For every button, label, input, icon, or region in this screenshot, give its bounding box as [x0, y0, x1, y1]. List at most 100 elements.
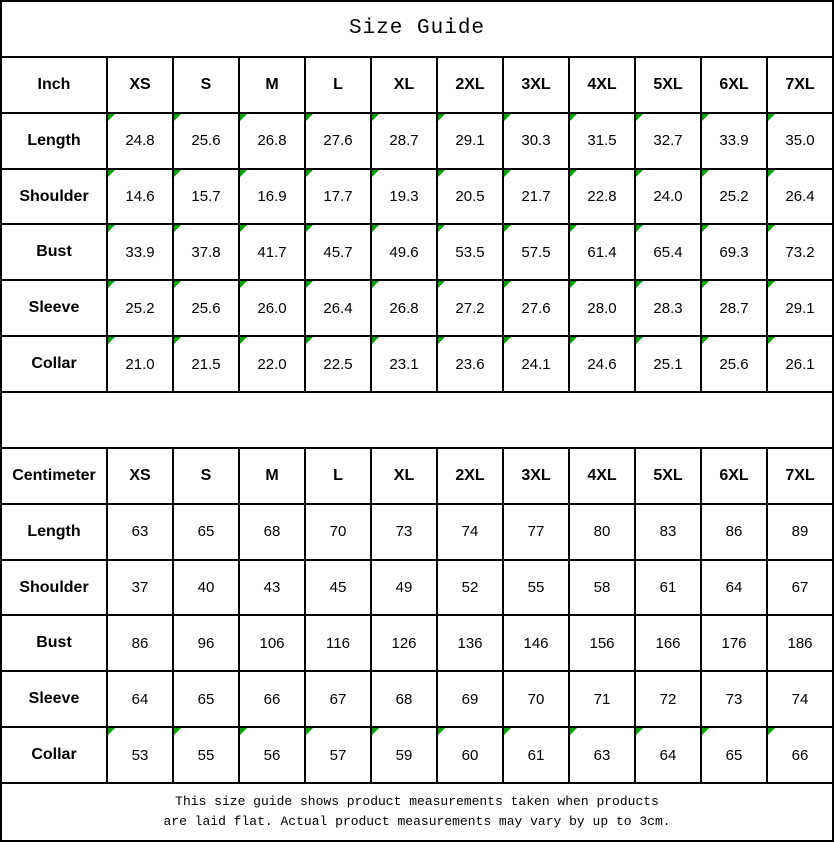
size-value-cell: 69.3 [700, 223, 768, 282]
size-header-cell: 3XL [502, 446, 570, 505]
size-value-cell: 27.6 [304, 111, 372, 170]
size-value-cell: 28.7 [370, 111, 438, 170]
size-value-cell: 24.6 [568, 335, 636, 394]
size-header-cell: XS [106, 446, 174, 505]
size-value-cell: 57 [304, 726, 372, 785]
size-value-cell: 27.2 [436, 279, 504, 338]
row-label-cell: Sleeve [0, 279, 108, 338]
size-value-cell: 49.6 [370, 223, 438, 282]
size-value-cell: 65 [700, 726, 768, 785]
size-value-cell: 20.5 [436, 167, 504, 226]
size-value-cell: 83 [634, 502, 702, 561]
unit-header-cell: Centimeter [0, 446, 108, 505]
size-value-cell: 74 [765, 670, 834, 729]
size-value-cell: 27.6 [502, 279, 570, 338]
size-value-cell: 14.6 [106, 167, 174, 226]
size-value-cell: 66 [238, 670, 306, 729]
size-header-cell: S [172, 446, 240, 505]
inch-table-section: Inch XS S M L XL 2XL 3XL 4XL 5XL 6XL 7XL Length 24.8 2… [0, 55, 834, 394]
size-value-cell: 25.1 [634, 335, 702, 394]
size-value-cell: 32.7 [634, 111, 702, 170]
size-value-cell: 67 [304, 670, 372, 729]
size-value-cell: 37 [106, 558, 174, 617]
row-label-cell: Length [0, 111, 108, 170]
size-value-cell: 65.4 [634, 223, 702, 282]
size-value-cell: 86 [700, 502, 768, 561]
size-value-cell: 72 [634, 670, 702, 729]
table-row: Bust 86 96 106 116 126 136 146 156 166 176 186 [0, 614, 834, 673]
size-value-cell: 30.3 [502, 111, 570, 170]
size-header-cell: L [304, 55, 372, 114]
size-value-cell: 26.0 [238, 279, 306, 338]
size-header-cell: 5XL [634, 446, 702, 505]
row-label-cell: Shoulder [0, 558, 108, 617]
size-header-cell: 6XL [700, 55, 768, 114]
size-value-cell: 25.2 [106, 279, 174, 338]
size-value-cell: 15.7 [172, 167, 240, 226]
size-value-cell: 52 [436, 558, 504, 617]
size-value-cell: 22.0 [238, 335, 306, 394]
size-value-cell: 21.5 [172, 335, 240, 394]
size-value-cell: 45 [304, 558, 372, 617]
row-label-cell: Sleeve [0, 670, 108, 729]
page-title: Size Guide [0, 0, 834, 58]
table-row: Bust 33.9 37.8 41.7 45.7 49.6 53.5 57.5 61.4 65.4… [0, 223, 834, 282]
size-value-cell: 25.6 [700, 335, 768, 394]
size-value-cell: 176 [700, 614, 768, 673]
footer-note: This size guide shows product measuremen… [0, 782, 834, 842]
size-header-cell: XS [106, 55, 174, 114]
size-value-cell: 63 [106, 502, 174, 561]
size-value-cell: 25.6 [172, 279, 240, 338]
centimeter-table-section: Centimeter XS S M L XL 2XL 3XL 4XL 5XL 6XL 7XL Lengt… [0, 446, 834, 785]
row-label-cell: Collar [0, 726, 108, 785]
size-header-cell: XL [370, 446, 438, 505]
size-value-cell: 61 [634, 558, 702, 617]
table-row: Collar 53 55 56 57 59 60 61 63 64 65 66 [0, 726, 834, 785]
size-header-cell: 2XL [436, 55, 504, 114]
size-value-cell: 22.5 [304, 335, 372, 394]
size-value-cell: 55 [502, 558, 570, 617]
size-value-cell: 60 [436, 726, 504, 785]
size-header-row: Inch XS S M L XL 2XL 3XL 4XL 5XL 6XL 7XL [0, 55, 834, 114]
size-value-cell: 106 [238, 614, 306, 673]
size-value-cell: 57.5 [502, 223, 570, 282]
size-value-cell: 73 [700, 670, 768, 729]
size-value-cell: 74 [436, 502, 504, 561]
size-value-cell: 26.4 [765, 167, 834, 226]
table-row: Sleeve 25.2 25.6 26.0 26.4 26.8 27.2 27.6 28.0 28… [0, 279, 834, 338]
size-value-cell: 56 [238, 726, 306, 785]
size-value-cell: 26.8 [370, 279, 438, 338]
size-value-cell: 66 [765, 726, 834, 785]
row-label-cell: Bust [0, 223, 108, 282]
size-header-cell: 4XL [568, 55, 636, 114]
size-value-cell: 29.1 [765, 279, 834, 338]
size-header-cell: S [172, 55, 240, 114]
size-value-cell: 33.9 [700, 111, 768, 170]
size-value-cell: 146 [502, 614, 570, 673]
size-value-cell: 65 [172, 670, 240, 729]
size-header-cell: 2XL [436, 446, 504, 505]
size-value-cell: 96 [172, 614, 240, 673]
size-header-cell: 5XL [634, 55, 702, 114]
footer-note-line2: are laid flat. Actual product measuremen… [163, 814, 671, 830]
size-value-cell: 33.9 [106, 223, 174, 282]
size-value-cell: 23.6 [436, 335, 504, 394]
size-value-cell: 19.3 [370, 167, 438, 226]
table-row: Shoulder 37 40 43 45 49 52 55 58 61 64 67 [0, 558, 834, 617]
size-header-cell: M [238, 446, 306, 505]
size-value-cell: 25.2 [700, 167, 768, 226]
size-value-cell: 29.1 [436, 111, 504, 170]
size-value-cell: 16.9 [238, 167, 306, 226]
size-value-cell: 73 [370, 502, 438, 561]
size-value-cell: 64 [634, 726, 702, 785]
size-value-cell: 28.3 [634, 279, 702, 338]
size-header-cell: 3XL [502, 55, 570, 114]
size-value-cell: 68 [370, 670, 438, 729]
table-row: Collar 21.0 21.5 22.0 22.5 23.1 23.6 24.1 24.6 25… [0, 335, 834, 394]
size-header-row: Centimeter XS S M L XL 2XL 3XL 4XL 5XL 6XL 7XL [0, 446, 834, 505]
size-value-cell: 28.0 [568, 279, 636, 338]
size-value-cell: 86 [106, 614, 174, 673]
size-value-cell: 26.8 [238, 111, 306, 170]
